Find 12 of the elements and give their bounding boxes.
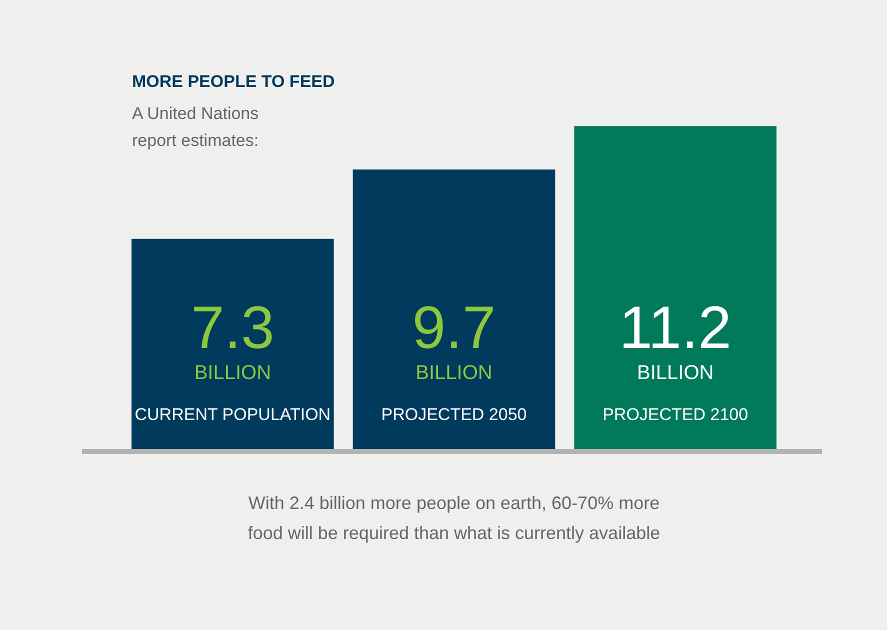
text: BILLION	[636, 362, 714, 384]
x-tick-label: PROJECTED 2100	[602, 405, 748, 424]
y-axis-title: BILLION	[194, 362, 272, 384]
data-label: 7.3	[190, 294, 274, 361]
chart-title: MORE PEOPLE TO FEED	[132, 72, 335, 92]
text: BILLION	[416, 362, 492, 384]
x-tick-label: PROJECTED 2050	[381, 405, 527, 424]
text: With 2.4 billion more people on earth, 60-70% more food will be required than what is currently available	[246, 492, 662, 545]
chart-subtitle: A United Nations report estimates:	[132, 103, 260, 152]
data-label: 11.2	[619, 294, 732, 361]
data-label: 9.7	[412, 294, 496, 361]
x-tick-label: CURRENT POPULATION	[134, 405, 331, 424]
